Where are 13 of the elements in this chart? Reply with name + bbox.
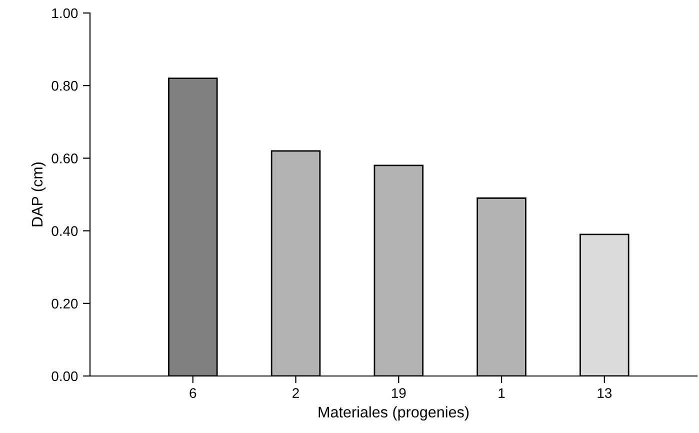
y-tick-label: 0.20 — [52, 298, 78, 309]
x-axis-title: Materiales (progenies) — [318, 406, 469, 421]
y-tick-label: 0.00 — [52, 371, 78, 382]
y-tick-label: 0.40 — [52, 226, 78, 236]
x-tick-label: 13 — [598, 388, 612, 398]
y-axis-title: DAP (cm) — [31, 162, 46, 226]
x-tick-label: 2 — [292, 388, 299, 398]
y-tick-label: 0.80 — [52, 80, 78, 91]
x-tick-label: 19 — [392, 388, 406, 398]
y-tick-label: 1.00 — [52, 8, 78, 18]
y-tick-label: 0.60 — [52, 154, 78, 164]
x-tick-label: 6 — [190, 388, 196, 398]
x-tick-label: 1 — [498, 388, 505, 398]
